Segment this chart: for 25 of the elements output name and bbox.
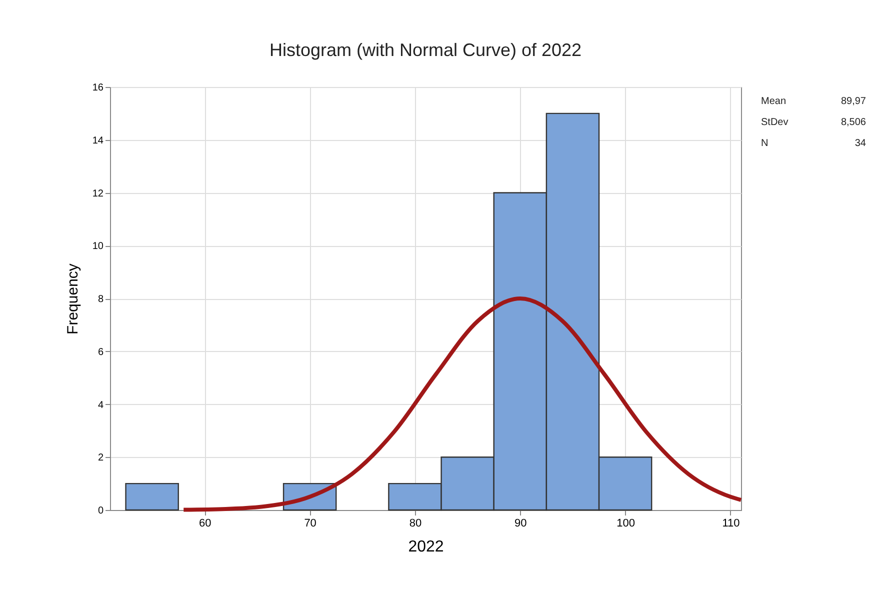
y-tick-label: 6 <box>98 346 104 358</box>
x-tick-label: 110 <box>722 518 740 530</box>
x-axis-title: 2022 <box>408 538 444 556</box>
x-tick-label: 60 <box>199 518 212 530</box>
x-tick-label: 80 <box>409 518 422 530</box>
x-tick-label: 100 <box>616 518 635 530</box>
y-tick-label: 0 <box>98 506 104 516</box>
y-tick-label: 16 <box>92 82 104 94</box>
line-series <box>182 296 743 512</box>
y-tick-label: 8 <box>98 294 104 305</box>
y-tick-label: 14 <box>92 135 104 146</box>
y-tick-label: 12 <box>92 188 104 200</box>
y-tick-label: 4 <box>98 400 104 411</box>
text: StDev <box>761 117 788 128</box>
text: Mean <box>761 96 786 107</box>
y-tick-label: 10 <box>92 241 104 252</box>
x-tick-label: 90 <box>514 518 527 530</box>
text: 89,97 <box>840 96 866 107</box>
y-tick-label: 2 <box>98 452 104 464</box>
text: 8,506 <box>840 117 866 128</box>
x-tick-label: 70 <box>304 518 316 530</box>
y-axis-title: Frequency <box>64 263 82 334</box>
text: 34 <box>854 138 866 149</box>
text: N <box>761 138 768 149</box>
chart-title: Histogram (with Normal Curve) of 2022 <box>269 40 582 60</box>
